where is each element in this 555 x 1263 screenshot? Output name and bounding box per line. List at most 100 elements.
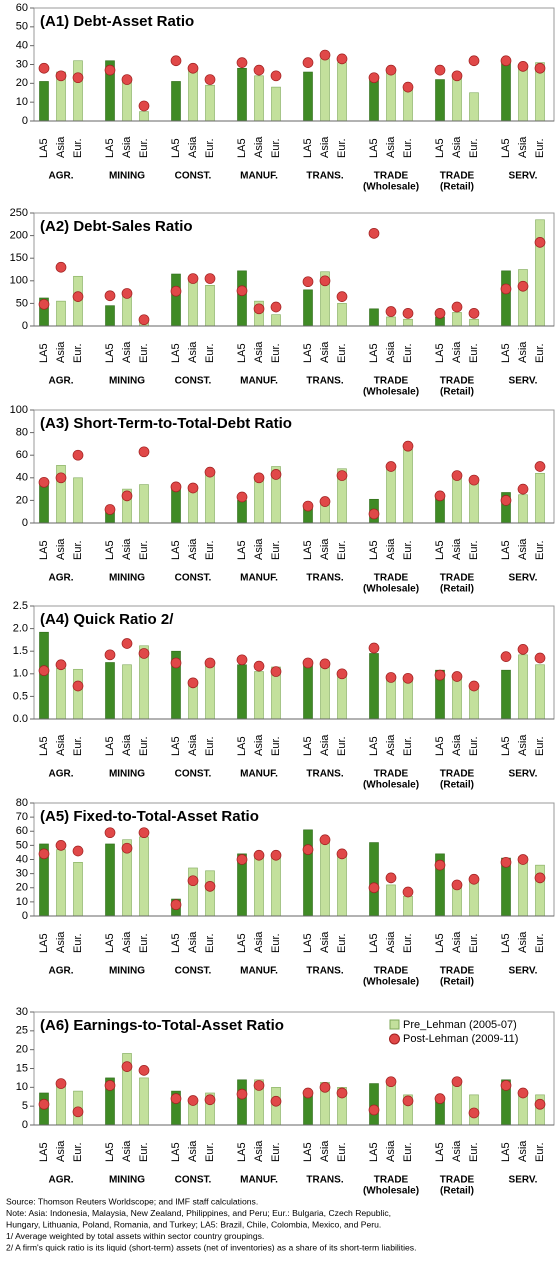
x-tick-label: Asia — [451, 136, 463, 158]
dot — [385, 672, 397, 683]
dot — [236, 654, 248, 666]
x-tick-label: LA5 — [368, 933, 380, 953]
sector-label: TRADE — [440, 171, 475, 182]
dot — [170, 1093, 182, 1104]
dot — [270, 469, 282, 480]
dot — [534, 237, 546, 248]
x-tick-label: Asia — [517, 931, 529, 953]
bar — [469, 878, 479, 917]
bar — [254, 854, 264, 917]
x-tick-label: LA5 — [302, 736, 314, 756]
dot — [336, 53, 348, 65]
bar — [188, 867, 198, 917]
dot — [500, 283, 512, 295]
sector-sublabel: (Wholesale) — [363, 584, 419, 595]
x-tick-label: Eur. — [72, 1142, 84, 1162]
x-tick-label: Eur. — [534, 138, 546, 158]
dot — [170, 55, 182, 67]
footnote: 2/ A firm's quick ratio is its liquid (s… — [6, 1242, 416, 1252]
dot — [385, 306, 397, 317]
dot — [517, 644, 529, 655]
x-tick-label: Eur. — [534, 933, 546, 953]
x-tick-label: Asia — [187, 538, 199, 560]
bar — [518, 494, 528, 524]
dot — [468, 873, 480, 885]
x-tick-label: Eur. — [402, 138, 414, 158]
y-tick-label: 100 — [10, 404, 28, 416]
y-tick-label: 30 — [16, 868, 28, 880]
y-tick-label: 20 — [16, 77, 28, 89]
bar — [386, 1083, 396, 1126]
dot — [302, 500, 314, 512]
bar — [122, 664, 132, 720]
x-tick-label: LA5 — [302, 343, 314, 363]
sector-label: TRANS. — [306, 769, 343, 780]
bar — [452, 312, 462, 327]
bar — [254, 671, 264, 720]
dot — [319, 1081, 331, 1093]
legend-label: Post-Lehman (2009-11) — [403, 1033, 518, 1045]
x-tick-label: Asia — [121, 538, 133, 560]
footnote: Hungary, Lithuania, Poland, Romania, and… — [6, 1219, 381, 1229]
dot — [336, 848, 348, 860]
dot — [336, 470, 348, 481]
sector-label: CONST. — [175, 573, 212, 584]
dot — [138, 1065, 150, 1076]
dot — [319, 834, 331, 846]
sector-label: AGR. — [49, 1175, 74, 1186]
bar — [171, 488, 181, 524]
y-tick-label: 60 — [16, 2, 28, 14]
dot — [302, 57, 314, 68]
dot — [534, 652, 546, 664]
bar — [254, 477, 264, 524]
sector-label: TRANS. — [306, 376, 343, 387]
dot — [270, 301, 282, 313]
sector-label: MINING — [109, 966, 145, 977]
bar — [452, 678, 462, 720]
sector-sublabel: (Retail) — [440, 182, 474, 193]
bar — [452, 477, 462, 524]
bar — [139, 836, 149, 917]
x-tick-label: Eur. — [468, 343, 480, 363]
bar — [435, 79, 445, 122]
x-tick-label: Asia — [253, 136, 265, 158]
bar — [369, 653, 379, 720]
x-tick-label: Eur. — [204, 138, 216, 158]
x-tick-label: Eur. — [336, 1142, 348, 1162]
x-tick-label: LA5 — [302, 933, 314, 953]
y-tick-label: 25 — [16, 1025, 28, 1037]
x-tick-label: Eur. — [468, 736, 480, 756]
dot — [302, 657, 314, 669]
dot — [534, 872, 546, 884]
y-tick-label: 0 — [22, 320, 28, 332]
dot — [468, 1107, 480, 1119]
dot — [138, 314, 150, 326]
sector-label: CONST. — [175, 966, 212, 977]
y-tick-label: 10 — [16, 1081, 28, 1093]
sector-sublabel: (Wholesale) — [363, 780, 419, 791]
dot — [187, 875, 199, 887]
dot — [517, 1087, 529, 1099]
x-tick-label: LA5 — [104, 736, 116, 756]
dot — [500, 495, 512, 506]
dot — [204, 1094, 216, 1106]
x-tick-label: Eur. — [270, 736, 282, 756]
x-tick-label: Eur. — [138, 540, 150, 560]
sector-label: TRADE — [374, 573, 409, 584]
dot — [121, 1061, 133, 1072]
bar — [501, 669, 511, 720]
dot — [187, 1095, 199, 1106]
sector-sublabel: (Retail) — [440, 584, 474, 595]
x-tick-label: Eur. — [534, 736, 546, 756]
x-tick-label: Asia — [121, 1140, 133, 1162]
dot — [302, 844, 314, 855]
dot — [534, 1098, 546, 1110]
x-tick-label: Eur. — [402, 343, 414, 363]
x-tick-label: LA5 — [500, 933, 512, 953]
x-tick-label: Asia — [517, 1140, 529, 1162]
x-tick-label: LA5 — [302, 138, 314, 158]
x-tick-label: Asia — [451, 931, 463, 953]
dot — [121, 842, 133, 854]
bar — [369, 308, 379, 327]
x-tick-label: Asia — [451, 341, 463, 363]
